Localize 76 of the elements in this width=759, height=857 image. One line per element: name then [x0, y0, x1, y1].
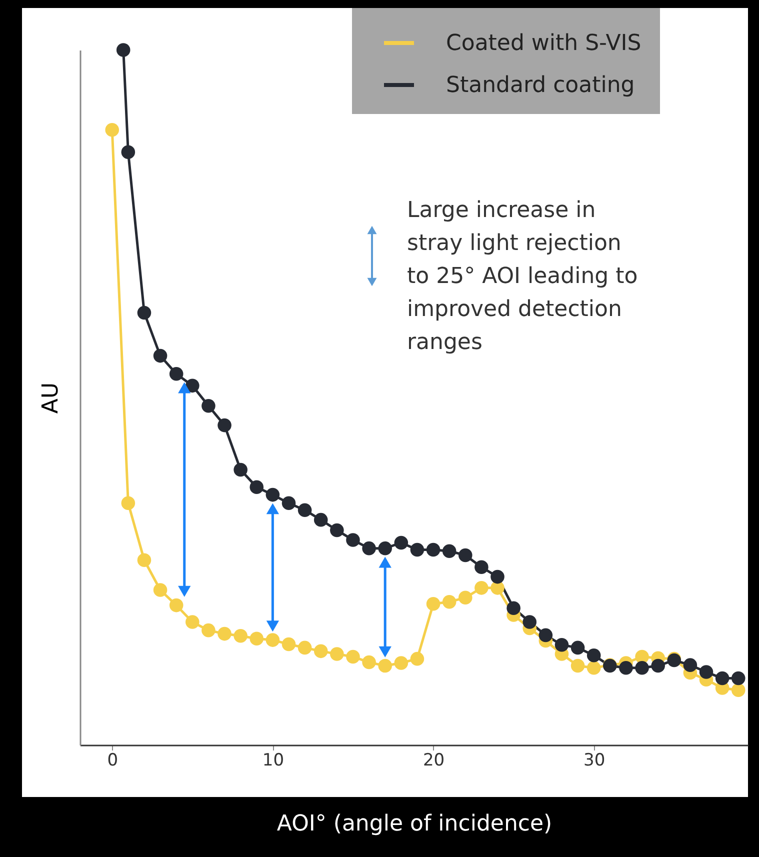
point: [266, 488, 280, 502]
point: [731, 671, 746, 686]
point: [137, 553, 152, 568]
point: [586, 660, 601, 675]
legend-label: Standard coating: [446, 73, 635, 98]
point: [234, 462, 248, 477]
point: [202, 623, 216, 638]
point: [186, 615, 200, 629]
point: [731, 683, 746, 697]
point: [586, 648, 601, 662]
point: [105, 123, 120, 137]
point: [234, 629, 248, 643]
point: [266, 633, 280, 647]
point: [362, 655, 376, 670]
point: [362, 541, 376, 556]
point: [314, 512, 328, 527]
point: [250, 480, 264, 494]
point: [282, 637, 296, 652]
x-tick-label: 0: [107, 750, 118, 770]
point: [522, 615, 537, 629]
point: [169, 598, 184, 612]
point: [715, 671, 730, 686]
point: [426, 597, 440, 611]
point: [635, 660, 649, 675]
point: [490, 581, 504, 595]
point: [116, 43, 130, 57]
point: [169, 366, 184, 381]
point: [426, 542, 440, 557]
legend-label: Coated with S-VIS: [446, 31, 642, 56]
point: [458, 548, 472, 562]
point: [153, 348, 168, 363]
point: [458, 590, 472, 605]
point: [699, 665, 714, 679]
point: [202, 398, 216, 413]
point: [410, 652, 424, 666]
point: [218, 626, 232, 641]
point: [346, 533, 360, 547]
point: [442, 594, 456, 609]
point: [410, 542, 424, 557]
point: [538, 628, 553, 642]
x-axis-title: AOI° (angle of incidence): [276, 812, 552, 836]
point: [378, 658, 392, 673]
point: [298, 640, 312, 655]
point: [651, 658, 665, 673]
point: [330, 523, 344, 538]
annotation: Large increase in stray light rejection to 25° AOI leading to improved detection ranges: [407, 198, 638, 355]
point: [683, 658, 698, 672]
point: [570, 658, 585, 673]
point: [137, 306, 152, 320]
point: [121, 496, 136, 510]
point: [442, 544, 456, 558]
y-axis-title: AU: [38, 382, 64, 414]
point: [153, 583, 168, 597]
point: [394, 536, 408, 550]
point: [378, 541, 392, 556]
point: [570, 640, 585, 655]
point: [635, 650, 649, 664]
point: [298, 503, 312, 517]
point: [474, 581, 488, 595]
point: [394, 656, 408, 670]
point: [490, 570, 504, 584]
point: [282, 496, 296, 510]
point: [474, 560, 488, 574]
point: [346, 650, 360, 664]
point: [121, 145, 136, 160]
point: [554, 638, 569, 652]
point: [506, 601, 520, 615]
x-tick-label: 20: [422, 750, 445, 770]
x-tick-label: 10: [262, 750, 284, 770]
point: [314, 644, 328, 658]
point: [186, 378, 200, 393]
point: [250, 632, 264, 646]
point: [619, 660, 633, 675]
point: [330, 647, 344, 661]
x-tick-label: 30: [584, 750, 606, 770]
point: [218, 418, 232, 432]
